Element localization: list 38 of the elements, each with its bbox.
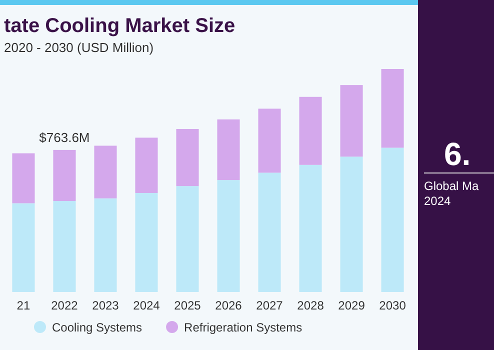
x-tick-label: 2029 [338,298,366,312]
bar [53,201,76,292]
bar [12,203,35,292]
x-tick-label: 2028 [297,298,324,312]
bar [258,108,281,173]
bar [176,128,199,186]
text: 2024 [424,194,452,208]
chart-subtitle: 2020 - 2030 (USD Million) [4,40,154,55]
text: Global Ma [424,179,480,193]
chart-title: tate Cooling Market Size [4,15,236,37]
bar [94,146,117,198]
bar [299,96,322,165]
x-tick-label: 2026 [215,298,242,312]
x-tick-label: 2025 [174,298,202,312]
legend-label: Cooling Systems [52,320,142,334]
bar [12,153,35,204]
bar [94,198,117,292]
bar [217,180,240,292]
bar [340,156,363,292]
annotation: $763.6M [39,130,90,145]
bar [135,138,158,193]
bar [299,164,322,292]
bar [258,172,281,292]
bar [381,148,404,292]
bar [176,186,199,292]
bar [381,69,404,148]
x-tick-label: 2023 [92,298,120,312]
x-tick-label: 2027 [256,298,284,312]
bar [217,119,240,180]
bar [340,85,363,157]
text: 6. [444,136,471,172]
legend-label: Refrigeration Systems [184,320,302,334]
x-tick-label: 2022 [51,298,78,312]
x-tick-label: 2024 [133,298,160,312]
x-tick-label: 2030 [379,298,406,312]
x-tick-label: 21 [16,298,30,312]
bar [53,150,76,202]
bar [135,192,158,292]
